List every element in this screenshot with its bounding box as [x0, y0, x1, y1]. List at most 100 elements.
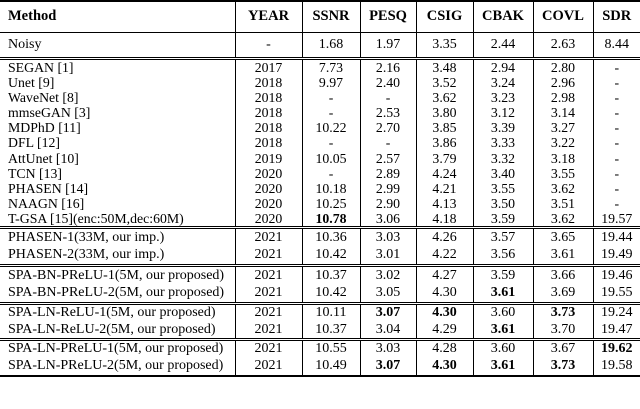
value-cell: 3.07: [359, 357, 416, 376]
value-cell: 3.27: [532, 120, 593, 136]
value-cell: 3.61: [472, 321, 533, 340]
value-cell: 3.35: [415, 32, 473, 58]
value-cell: 2.89: [359, 165, 416, 181]
value-cell: 3.67: [532, 339, 593, 358]
value-cell: 19.49: [592, 246, 640, 266]
value-cell: 3.07: [359, 303, 416, 322]
value-cell: 2019: [234, 150, 302, 166]
value-cell: 3.61: [472, 357, 533, 376]
value-cell: 2018: [234, 74, 302, 90]
table-row: SPA-LN-ReLU-1(5M, our proposed) 2021 10.11…: [0, 303, 640, 322]
value-cell: 10.37: [301, 321, 360, 340]
value-cell: 19.58: [592, 357, 640, 376]
column-header-method: Method: [8, 8, 57, 25]
results-table: Method YEAR SSNR PESQ CSIG CBAK COVL SDR Noisy -…: [0, 0, 640, 377]
value-cell: 3.62: [532, 211, 593, 228]
value-cell: 3.70: [532, 321, 593, 340]
value-cell: 4.13: [415, 196, 473, 212]
method-cell: Noisy: [8, 36, 42, 52]
value-cell: 3.18: [532, 150, 593, 166]
table-row: WaveNet [8] 2018- -3.62 3.23 2.98-: [0, 89, 640, 105]
value-cell: 10.11: [301, 303, 360, 322]
value-cell: 2.70: [359, 120, 416, 136]
value-cell: 10.42: [301, 284, 360, 304]
value-cell: 3.62: [415, 89, 473, 105]
method-cell: PHASEN-2(33M, our imp.): [8, 247, 165, 263]
value-cell: -: [592, 165, 640, 181]
value-cell: -: [592, 120, 640, 136]
value-cell: -: [592, 180, 640, 196]
method-cell: SPA-BN-PReLU-1(5M, our proposed): [8, 267, 225, 283]
value-cell: 10.55: [301, 339, 360, 358]
value-cell: 2018: [234, 120, 302, 136]
column-header-cbak: CBAK: [472, 1, 533, 32]
value-cell: 2.99: [359, 180, 416, 196]
value-cell: 3.56: [472, 246, 533, 266]
table-header: Method YEAR SSNR PESQ CSIG CBAK COVL SDR: [0, 1, 640, 32]
value-cell: 19.57: [592, 211, 640, 228]
value-cell: 2.94: [472, 58, 533, 75]
table-row: SPA-BN-PReLU-1(5M, our proposed) 2021 10.3…: [0, 265, 640, 285]
value-cell: 2.63: [532, 32, 593, 58]
value-cell: 2.16: [359, 58, 416, 75]
table-row: SPA-LN-ReLU-2(5M, our proposed) 2021 10.37…: [0, 321, 640, 340]
value-cell: -: [592, 89, 640, 105]
value-cell: 2.90: [359, 196, 416, 212]
value-cell: 19.46: [592, 265, 640, 285]
value-cell: 3.66: [532, 265, 593, 285]
value-cell: 3.23: [472, 89, 533, 105]
value-cell: 2020: [234, 165, 302, 181]
value-cell: 4.27: [415, 265, 473, 285]
value-cell: -: [592, 104, 640, 121]
value-cell: -: [301, 89, 360, 105]
value-cell: 3.55: [532, 165, 593, 181]
column-header-covl: COVL: [532, 1, 593, 32]
value-cell: 3.65: [532, 227, 593, 247]
table-row: MDPhD [11] 2018 10.22 2.70 3.85 3.39 3.27-: [0, 120, 640, 136]
value-cell: -: [301, 104, 360, 121]
method-cell: NAAGN [16]: [8, 196, 85, 212]
value-cell: 3.60: [472, 339, 533, 358]
column-header-sdr: SDR: [592, 1, 640, 32]
value-cell: 2.96: [532, 74, 593, 90]
value-cell: 10.05: [301, 150, 360, 166]
value-cell: 2020: [234, 180, 302, 196]
value-cell: 3.39: [472, 120, 533, 136]
table-row: PHASEN-1(33M, our imp.) 2021 10.36 3.03 4.26…: [0, 227, 640, 247]
value-cell: -: [592, 150, 640, 166]
value-cell: 3.32: [472, 150, 533, 166]
method-cell: SPA-LN-ReLU-1(5M, our proposed): [8, 305, 216, 321]
value-cell: 3.61: [532, 246, 593, 266]
value-cell: -: [359, 89, 416, 105]
column-header-year: YEAR: [234, 1, 302, 32]
value-cell: 10.49: [301, 357, 360, 376]
value-cell: 4.24: [415, 165, 473, 181]
value-cell: 3.85: [415, 120, 473, 136]
value-cell: 2018: [234, 135, 302, 151]
method-cell: DFL [12]: [8, 135, 60, 151]
value-cell: 2.53: [359, 104, 416, 121]
method-cell: AttUnet [10]: [8, 150, 79, 166]
table-row: PHASEN-2(33M, our imp.) 2021 10.42 3.01 4.22…: [0, 246, 640, 266]
method-cell: WaveNet [8]: [8, 89, 79, 105]
value-cell: 19.55: [592, 284, 640, 304]
value-cell: 2021: [234, 265, 302, 285]
table-row: PHASEN [14] 2020 10.18 2.99 4.21 3.55 3.62-: [0, 180, 640, 196]
value-cell: 10.25: [301, 196, 360, 212]
value-cell: 19.24: [592, 303, 640, 322]
value-cell: 2020: [234, 196, 302, 212]
method-cell: PHASEN [14]: [8, 180, 89, 196]
table-row: SPA-BN-PReLU-2(5M, our proposed) 2021 10.4…: [0, 284, 640, 304]
value-cell: 2021: [234, 303, 302, 322]
value-cell: -: [592, 58, 640, 75]
value-cell: -: [359, 135, 416, 151]
value-cell: 3.03: [359, 339, 416, 358]
value-cell: 3.02: [359, 265, 416, 285]
value-cell: -: [301, 135, 360, 151]
value-cell: 3.62: [532, 180, 593, 196]
value-cell: 4.30: [415, 303, 473, 322]
value-cell: 2020: [234, 211, 302, 228]
value-cell: 8.44: [592, 32, 640, 58]
value-cell: 3.48: [415, 58, 473, 75]
value-cell: 19.62: [592, 339, 640, 358]
